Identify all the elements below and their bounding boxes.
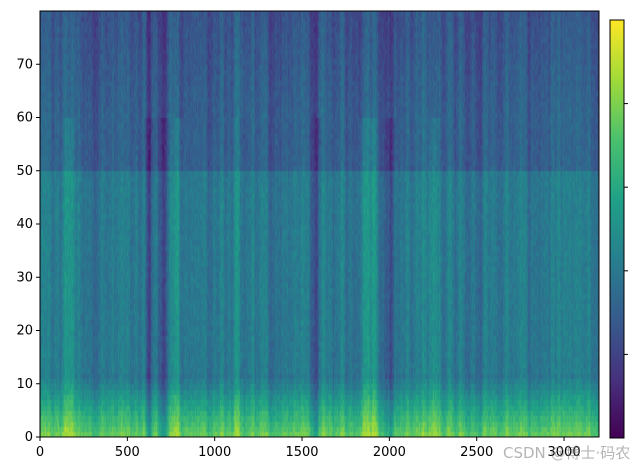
x-tick-label: 0 xyxy=(36,445,44,460)
x-tick-label: 1500 xyxy=(285,445,318,460)
y-tick-label: 50 xyxy=(16,164,33,179)
heatmap-plot-area xyxy=(39,10,600,438)
watermark: CSDN @博士·码农 xyxy=(503,444,630,462)
y-tick-label: 60 xyxy=(16,111,33,126)
y-tick-label: 30 xyxy=(16,270,33,285)
y-tick-label: 40 xyxy=(16,217,33,232)
y-axis: 0 10 20 30 40 50 60 70 xyxy=(16,57,40,445)
y-tick-label: 20 xyxy=(16,324,33,339)
x-tick-label: 2500 xyxy=(460,445,493,460)
colorbar-gradient xyxy=(610,20,624,438)
x-tick-label: 1000 xyxy=(198,445,231,460)
x-tick-label: 3000 xyxy=(548,445,581,460)
x-axis: 0 500 1000 1500 2000 2500 3000 xyxy=(36,437,581,460)
x-tick-label: 500 xyxy=(115,445,140,460)
colorbar-frame xyxy=(609,19,625,439)
x-tick-label: 2000 xyxy=(373,445,406,460)
colorbar xyxy=(609,19,628,439)
y-tick-label: 0 xyxy=(25,430,33,445)
heatmap-image xyxy=(40,11,599,437)
y-tick-label: 70 xyxy=(16,57,33,72)
y-tick-label: 10 xyxy=(16,377,33,392)
